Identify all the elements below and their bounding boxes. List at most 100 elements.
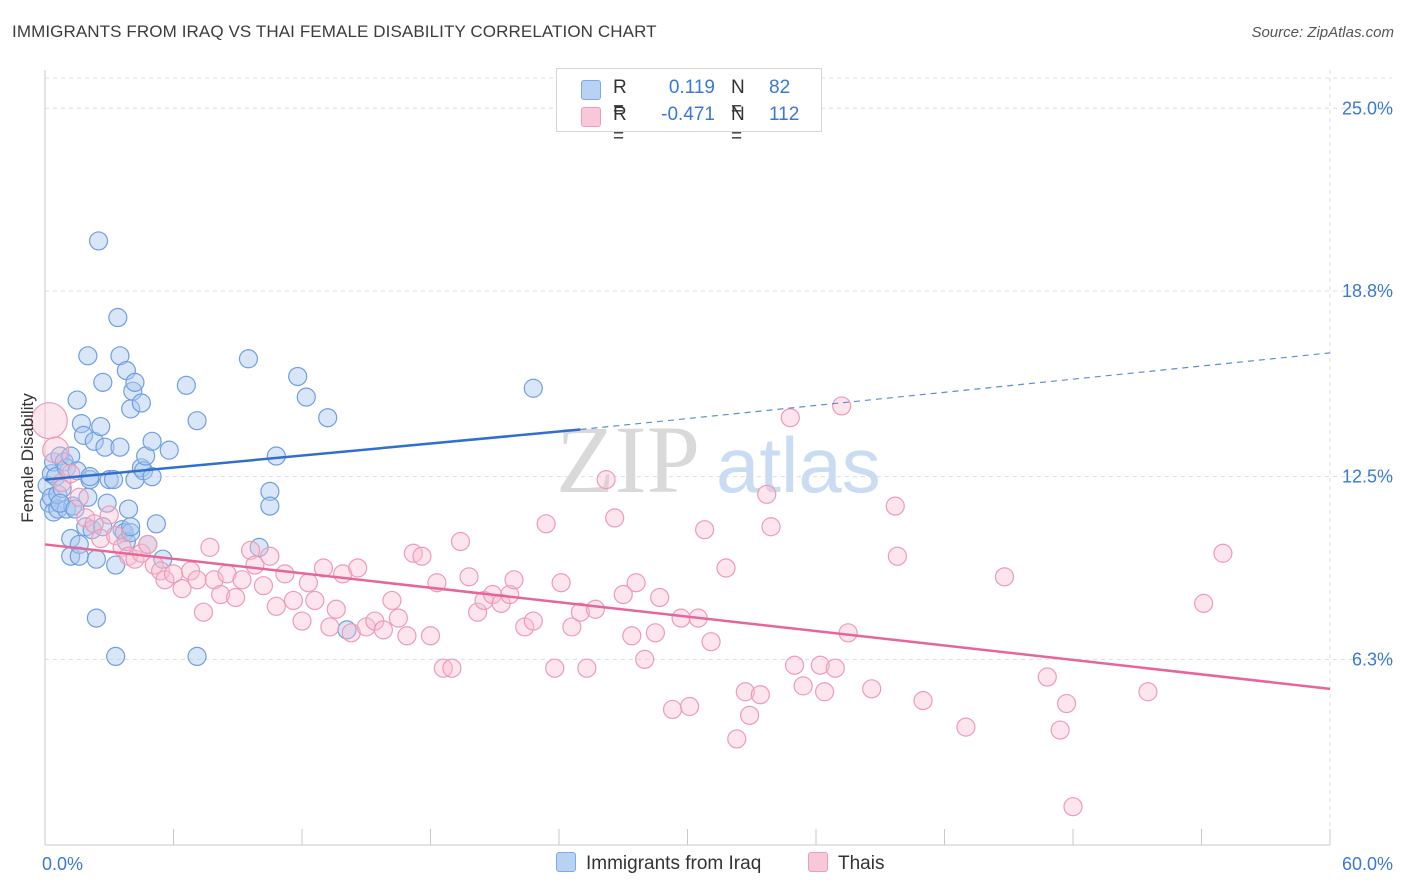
y-tick-label: 18.8% <box>1342 281 1393 301</box>
data-point <box>545 658 565 678</box>
data-point <box>885 496 905 516</box>
data-point <box>727 729 747 749</box>
data-point <box>121 523 141 543</box>
data-point <box>88 231 109 251</box>
legend-r-value: -0.471 <box>661 104 715 125</box>
data-point <box>645 623 665 643</box>
trend-line-iraq-extrapolated <box>580 352 1331 431</box>
data-point <box>318 408 338 428</box>
legend-r-label: R = <box>613 104 627 147</box>
data-point <box>142 431 162 451</box>
data-point <box>238 349 259 369</box>
data-point <box>298 573 319 593</box>
data-point <box>348 558 368 578</box>
data-point <box>862 679 882 699</box>
trend-line-iraq <box>44 428 581 481</box>
data-point <box>784 655 805 675</box>
data-point <box>211 584 231 605</box>
y-tick-label: 12.5% <box>1342 467 1393 487</box>
data-point <box>585 599 606 619</box>
data-point <box>253 576 274 596</box>
data-point <box>373 620 393 640</box>
legend-n-label: N = <box>731 77 745 120</box>
x-tick-label-max: 60.0% <box>1342 854 1393 874</box>
bottom-legend-swatch-thais <box>808 852 828 872</box>
data-point <box>42 436 70 464</box>
data-point <box>67 390 87 410</box>
data-point <box>52 478 72 499</box>
data-point <box>320 617 340 637</box>
data-point <box>91 528 111 549</box>
data-point <box>146 514 166 534</box>
data-point <box>260 546 280 566</box>
data-point <box>187 570 207 590</box>
legend-swatch-thais <box>581 107 601 127</box>
data-point <box>296 387 316 407</box>
data-point <box>420 626 441 646</box>
watermark-zip: ZIP <box>556 406 700 513</box>
y-axis-label: Female Disability <box>18 393 37 523</box>
data-point <box>266 446 286 466</box>
data-point <box>138 534 158 555</box>
bottom-legend-swatch-iraq <box>556 852 576 872</box>
data-point <box>740 705 760 725</box>
data-point <box>536 514 556 534</box>
data-point <box>551 573 571 593</box>
data-point <box>695 520 715 540</box>
data-point <box>622 626 642 646</box>
data-point <box>1050 720 1070 740</box>
data-point <box>226 587 246 608</box>
data-point <box>176 375 196 395</box>
data-point <box>1037 667 1057 687</box>
data-point <box>887 546 907 566</box>
data-point <box>635 649 655 669</box>
data-point <box>757 484 777 504</box>
data-point <box>200 537 220 557</box>
data-point <box>1063 797 1083 817</box>
bottom-legend-label-thais: Thais <box>838 853 885 874</box>
data-point <box>735 682 755 702</box>
data-point <box>106 646 126 667</box>
data-point <box>577 658 597 678</box>
data-point <box>523 378 543 398</box>
data-point <box>283 590 304 611</box>
bottom-legend-iraq: Immigrants from Iraq <box>556 852 761 875</box>
data-point <box>142 467 162 487</box>
data-point <box>382 590 402 611</box>
data-point <box>292 611 312 631</box>
data-point <box>459 567 479 587</box>
data-point <box>187 411 207 431</box>
data-point <box>159 440 179 460</box>
data-point <box>994 567 1015 587</box>
source-label: Source: ZipAtlas.com <box>1251 24 1394 41</box>
data-point <box>832 396 852 416</box>
data-point <box>825 658 845 678</box>
data-point <box>187 646 207 667</box>
data-point <box>562 617 582 637</box>
data-point <box>266 596 286 616</box>
data-point <box>125 372 145 392</box>
data-point <box>275 564 295 584</box>
data-point <box>106 525 126 546</box>
grid-lines <box>45 70 1392 845</box>
series-iraq-points <box>37 231 543 667</box>
data-point <box>716 558 736 578</box>
data-point <box>780 408 800 428</box>
legend-r-value: 0.119 <box>668 77 715 98</box>
legend-n-label: N = <box>731 104 745 147</box>
data-point <box>86 549 107 569</box>
legend-swatch-iraq <box>581 80 601 100</box>
data-point <box>99 505 119 525</box>
data-point <box>69 487 89 507</box>
data-point <box>626 573 646 593</box>
data-point <box>468 602 488 622</box>
data-point <box>761 517 781 537</box>
data-point <box>1213 543 1233 563</box>
data-point <box>388 608 408 628</box>
data-point <box>260 481 280 501</box>
watermark-atlas: atlas <box>716 421 881 509</box>
data-point <box>596 470 616 490</box>
data-point <box>71 414 92 434</box>
data-point <box>442 658 462 678</box>
data-point <box>1138 682 1158 702</box>
